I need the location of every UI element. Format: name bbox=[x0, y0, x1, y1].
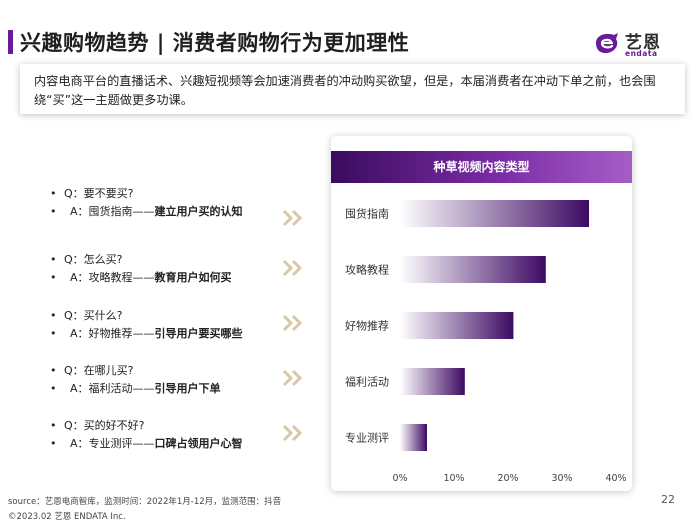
qa-answer-highlight: 引导用户要买哪些 bbox=[154, 327, 243, 340]
category-label: 好物推荐 bbox=[345, 319, 389, 333]
qa-question: Q：买的好不好? bbox=[64, 419, 145, 432]
double-chevron-right-icon bbox=[282, 424, 303, 442]
bar-5 bbox=[400, 424, 427, 451]
bullet: • bbox=[50, 437, 57, 450]
intro-box: 内容电商平台的直播话术、兴趣短视频等会加速消费者的冲动购买欲望，但是，本届消费者… bbox=[20, 64, 685, 114]
double-chevron-right-icon bbox=[282, 314, 303, 332]
double-chevron-right-icon bbox=[282, 209, 303, 227]
bullet: • bbox=[50, 364, 57, 377]
qa-item: • Q：买的好不好? • A：专业测评——口碑占领用户心智 bbox=[50, 417, 310, 453]
page-title: 兴趣购物趋势 | 消费者购物行为更加理性 bbox=[20, 31, 410, 55]
qa-question: Q：怎么买? bbox=[64, 253, 123, 266]
qa-item: • Q：在哪儿买? • A：福利活动——引导用户下单 bbox=[50, 362, 310, 398]
x-tick-label: 30% bbox=[551, 473, 572, 484]
copyright-note: ©2023.02 艺恩 ENDATA Inc. bbox=[8, 512, 126, 522]
logo-english-text: endata bbox=[625, 49, 658, 58]
x-tick-label: 20% bbox=[497, 473, 518, 484]
bullet: • bbox=[50, 205, 57, 218]
bullet: • bbox=[50, 309, 57, 322]
bullet: • bbox=[50, 271, 57, 284]
qa-answer-highlight: 引导用户下单 bbox=[154, 382, 221, 395]
qa-answer-prefix: A：好物推荐—— bbox=[70, 327, 155, 340]
chart-title: 种草视频内容类型 bbox=[331, 151, 632, 183]
logo-chinese-text: 艺恩 bbox=[625, 33, 661, 53]
qa-answer-highlight: 教育用户如何买 bbox=[154, 271, 232, 284]
x-tick-label: 0% bbox=[392, 473, 407, 484]
bullet: • bbox=[50, 253, 57, 266]
bar-2 bbox=[400, 256, 546, 283]
category-label: 囤货指南 bbox=[345, 207, 389, 221]
endata-logo: 艺恩 endata bbox=[592, 28, 684, 58]
qa-answer-prefix: A：囤货指南—— bbox=[70, 205, 155, 218]
category-label: 攻略教程 bbox=[345, 263, 389, 277]
bar-4 bbox=[400, 368, 465, 395]
bullet: • bbox=[50, 327, 57, 340]
category-label: 专业测评 bbox=[345, 431, 389, 445]
qa-item: • Q：怎么买? • A：攻略教程——教育用户如何买 bbox=[50, 251, 310, 287]
qa-answer-prefix: A：攻略教程—— bbox=[70, 271, 155, 284]
qa-answer-highlight: 建立用户买的认知 bbox=[154, 205, 243, 218]
chart-card: 种草视频内容类型 囤货指南攻略教程好物推荐福利活动专业测评 0% 10% 20% 30… bbox=[331, 136, 632, 491]
bar-3 bbox=[400, 312, 514, 339]
category-label: 福利活动 bbox=[345, 375, 389, 389]
qa-question: Q：在哪儿买? bbox=[64, 364, 134, 377]
bar-1 bbox=[400, 200, 589, 227]
qa-item: • Q：买什么? • A：好物推荐——引导用户要买哪些 bbox=[50, 307, 310, 343]
bullet: • bbox=[50, 419, 57, 432]
intro-text: 内容电商平台的直播话术、兴趣短视频等会加速消费者的冲动购买欲望，但是，本届消费者… bbox=[34, 74, 656, 107]
page-number: 22 bbox=[661, 493, 675, 506]
qa-answer-highlight: 口碑占领用户心智 bbox=[154, 437, 243, 450]
source-note: source：艺恩电商智库，监测时间：2022年1月-12月，监测范围：抖音 bbox=[8, 497, 282, 507]
x-tick-label: 10% bbox=[443, 473, 464, 484]
bullet: • bbox=[50, 382, 57, 395]
qa-question: Q：买什么? bbox=[64, 309, 123, 322]
bullet: • bbox=[50, 187, 57, 200]
qa-question: Q：要不要买? bbox=[64, 187, 134, 200]
endata-logo-icon bbox=[596, 33, 618, 54]
qa-answer-prefix: A：福利活动—— bbox=[70, 382, 155, 395]
x-tick-label: 40% bbox=[605, 473, 626, 484]
double-chevron-right-icon bbox=[282, 259, 303, 277]
qa-answer-prefix: A：专业测评—— bbox=[70, 437, 155, 450]
double-chevron-right-icon bbox=[282, 369, 303, 387]
qa-item: • Q：要不要买? • A：囤货指南——建立用户买的认知 bbox=[50, 185, 310, 221]
title-accent-bar bbox=[8, 30, 13, 54]
